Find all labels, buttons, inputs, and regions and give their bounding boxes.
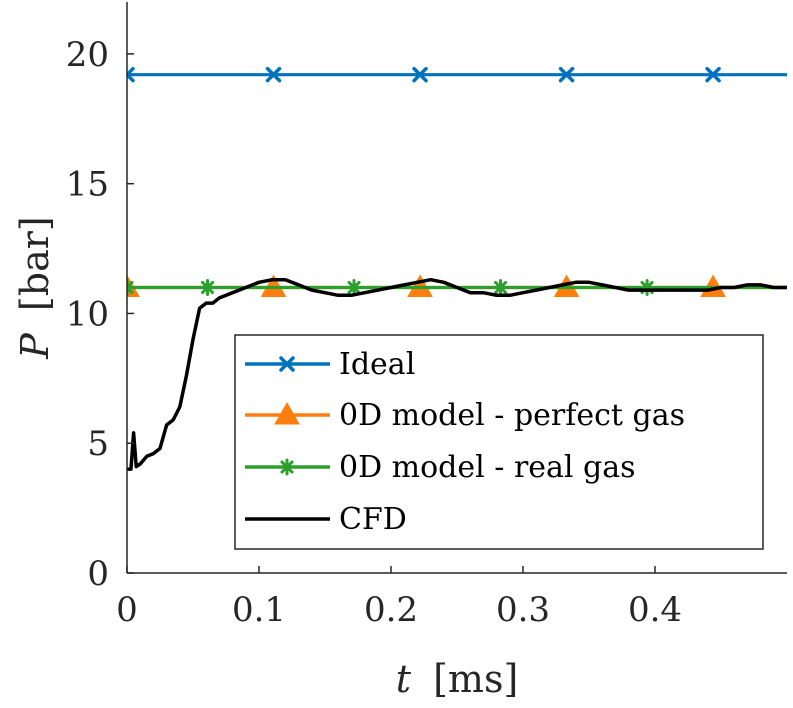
y-axis-label: P [bar] (13, 216, 57, 359)
x-axis-unit: [ms] (433, 657, 518, 701)
x-axis-symbol: t (396, 657, 412, 701)
x-axis-label: t [ms] (396, 657, 519, 701)
series-0-marker-3 (558, 66, 575, 83)
x-tick-label-0: 0 (116, 590, 138, 630)
legend-label-2: 0D model - real gas (339, 450, 636, 485)
series-line-3 (127, 277, 787, 471)
legend-box (234, 334, 764, 550)
y-tick-label-3: 15 (66, 165, 109, 205)
axis-labels: t [ms] P [bar] (13, 216, 518, 701)
legend-label-0: Ideal (339, 347, 415, 382)
x-tick-label-3: 0.3 (496, 590, 550, 630)
legend: Ideal 0D model - perfect gas 0D model - re… (234, 334, 764, 550)
legend-marker-0 (279, 356, 295, 372)
y-tick-label-1: 5 (87, 424, 109, 464)
legend-marker-1 (274, 401, 300, 425)
x-tick-label-4: 0.4 (628, 590, 682, 630)
series-2-marker-0 (127, 279, 136, 296)
axes (126, 2, 787, 574)
series-2-marker-4 (638, 279, 656, 296)
series-0-marker-2 (412, 66, 428, 83)
series-0-marker-0 (127, 66, 135, 83)
series-0-marker-4 (705, 66, 721, 83)
x-tick-label-1: 0.1 (232, 590, 286, 630)
y-tick-label-4: 20 (66, 35, 109, 75)
series-2-marker-1 (199, 279, 217, 296)
legend-label-3: CFD (339, 502, 407, 537)
legend-marker-2 (278, 458, 296, 476)
tick-labels: 0 5 10 15 20 0 0.1 0.2 0.3 0.4 (66, 35, 682, 630)
series-2-marker-3 (492, 279, 510, 296)
y-tick-label-2: 10 (66, 294, 109, 334)
y-axis-symbol: P (13, 332, 57, 360)
y-tick-label-0: 0 (87, 554, 109, 594)
series-2-marker-2 (345, 279, 363, 296)
y-axis-unit: [bar] (13, 216, 57, 311)
series-0-marker-1 (265, 66, 282, 83)
plot-area (127, 66, 787, 471)
x-tick-label-2: 0.2 (364, 590, 418, 630)
legend-label-1: 0D model - perfect gas (339, 398, 685, 433)
